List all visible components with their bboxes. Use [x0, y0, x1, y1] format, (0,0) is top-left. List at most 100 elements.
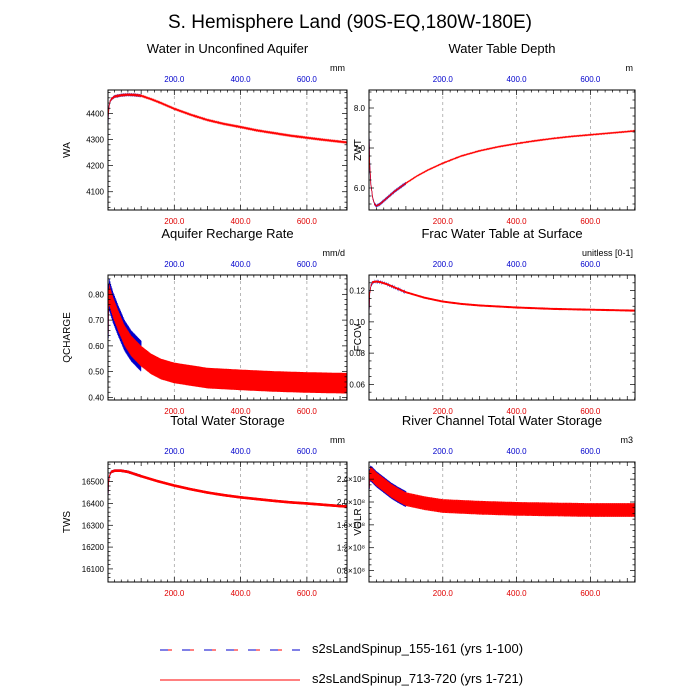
y-tick-label: 1.2×10⁸ — [337, 544, 365, 553]
x-tick-label-top: 600.0 — [580, 447, 601, 456]
y-tick-label: 16400 — [82, 499, 105, 508]
panel-units: mm — [330, 435, 345, 445]
x-tick-label: 600.0 — [580, 407, 601, 416]
series-line-run2 — [368, 280, 636, 314]
x-tick-label-top: 600.0 — [297, 75, 318, 84]
x-tick-label-top: 600.0 — [297, 260, 318, 269]
y-tick-label: 0.40 — [88, 393, 104, 402]
y-tick-label: 4300 — [86, 136, 104, 145]
y-tick-label: 16500 — [82, 478, 105, 487]
series-line-run2 — [368, 129, 636, 208]
y-tick-label: 2.4×10⁸ — [337, 475, 365, 484]
series-line-run2 — [368, 466, 636, 517]
y-tick-label: 16200 — [82, 543, 105, 552]
panel-2: Water Table Depth m 200.0 200.0 400.0 400.0 60… — [353, 41, 636, 226]
y-tick-label: 0.06 — [349, 380, 365, 389]
y-tick-label: 16300 — [82, 521, 105, 530]
x-tick-label: 600.0 — [580, 217, 601, 226]
panel-title: Aquifer Recharge Rate — [161, 226, 293, 241]
x-tick-label-top: 200.0 — [164, 260, 185, 269]
x-tick-label: 400.0 — [231, 407, 252, 416]
x-tick-label: 200.0 — [433, 589, 454, 598]
y-tick-label: 0.8×10⁸ — [337, 567, 365, 576]
y-tick-label: 16100 — [82, 565, 105, 574]
x-tick-label-top: 200.0 — [433, 447, 454, 456]
panel-1: Water in Unconfined Aquifer mm 200.0 200.0 4… — [62, 41, 348, 226]
series-line-run2 — [107, 283, 348, 394]
y-tick-label: 4200 — [86, 162, 104, 171]
figure-title: S. Hemisphere Land (90S-EQ,180W-180E) — [168, 12, 532, 33]
y-tick-label: 0.80 — [88, 290, 104, 299]
panel-title: Frac Water Table at Surface — [421, 226, 582, 241]
x-tick-label-top: 400.0 — [507, 447, 528, 456]
x-tick-label-top: 200.0 — [433, 260, 454, 269]
y-axis-label: QCHARGE — [62, 312, 73, 363]
plot-frame — [107, 89, 348, 211]
x-tick-label: 400.0 — [507, 589, 528, 598]
y-tick-label: 8.0 — [354, 104, 366, 113]
x-tick-label: 400.0 — [231, 589, 252, 598]
panel-title: Water Table Depth — [449, 41, 556, 56]
x-tick-label: 600.0 — [297, 217, 318, 226]
x-tick-label-top: 400.0 — [231, 75, 252, 84]
y-tick-label: 0.70 — [88, 316, 104, 325]
x-tick-label: 600.0 — [580, 589, 601, 598]
panel-6: River Channel Total Water Storage m3 200.0… — [337, 413, 636, 598]
panel-title: River Channel Total Water Storage — [402, 413, 602, 428]
series-line-run1 — [368, 279, 407, 314]
legend-label-2: s2sLandSpinup_713-720 (yrs 1-721) — [312, 671, 524, 686]
y-tick-label: 0.10 — [349, 318, 365, 327]
x-tick-label-top: 400.0 — [507, 260, 528, 269]
y-tick-label: 6.0 — [354, 184, 366, 193]
y-tick-label: 4100 — [86, 188, 104, 197]
y-tick-label: 7.0 — [354, 144, 366, 153]
panel-title: Total Water Storage — [170, 413, 284, 428]
y-tick-label: 0.08 — [349, 349, 365, 358]
panel-title: Water in Unconfined Aquifer — [147, 41, 309, 56]
x-tick-label-top: 400.0 — [231, 260, 252, 269]
x-tick-label-top: 200.0 — [164, 447, 185, 456]
x-tick-label: 400.0 — [507, 407, 528, 416]
y-axis-label: ZWT — [353, 139, 364, 161]
panel-3: Aquifer Recharge Rate mm/d 200.0 200.0 400.0… — [62, 226, 348, 416]
y-axis-label: TWS — [62, 511, 73, 534]
legend-label-1: s2sLandSpinup_155-161 (yrs 1-100) — [312, 641, 524, 656]
x-tick-label: 200.0 — [433, 407, 454, 416]
panel-units: m3 — [620, 435, 633, 445]
series-line-run1 — [368, 131, 407, 208]
x-tick-label-top: 600.0 — [297, 447, 318, 456]
x-tick-label-top: 200.0 — [433, 75, 454, 84]
series-line-run2 — [107, 469, 348, 508]
y-axis-label: FCOV — [353, 323, 364, 351]
x-tick-label: 400.0 — [507, 217, 528, 226]
plot-frame — [368, 89, 636, 211]
y-tick-label: 1.6×10⁸ — [337, 521, 365, 530]
plot-frame — [107, 461, 348, 583]
x-tick-label: 200.0 — [164, 217, 185, 226]
x-tick-label: 200.0 — [164, 407, 185, 416]
x-tick-label-top: 400.0 — [507, 75, 528, 84]
x-tick-label-top: 200.0 — [164, 75, 185, 84]
x-tick-label: 600.0 — [297, 407, 318, 416]
x-tick-label: 200.0 — [433, 217, 454, 226]
panel-units: mm/d — [323, 248, 346, 258]
y-tick-label: 2.0×10⁸ — [337, 498, 365, 507]
legend-entry-1: s2sLandSpinup_155-161 (yrs 1-100) — [160, 640, 580, 660]
panel-units: mm — [330, 63, 345, 73]
legend-entry-2: s2sLandSpinup_713-720 (yrs 1-721) — [160, 670, 580, 690]
x-tick-label-top: 600.0 — [580, 75, 601, 84]
legend-line-dashed — [160, 649, 300, 651]
x-tick-label: 200.0 — [164, 589, 185, 598]
series-line-run2 — [107, 92, 348, 144]
y-tick-label: 0.12 — [349, 287, 365, 296]
panel-units: unitless [0-1] — [582, 248, 633, 258]
panel-units: m — [626, 63, 634, 73]
y-tick-label: 0.60 — [88, 342, 104, 351]
x-tick-label: 400.0 — [231, 217, 252, 226]
y-axis-label: VOLR — [353, 508, 364, 535]
panel-5: Total Water Storage mm 200.0 200.0 400.0 400.… — [62, 413, 348, 598]
series-line-run1 — [107, 92, 142, 129]
x-tick-label-top: 400.0 — [231, 447, 252, 456]
